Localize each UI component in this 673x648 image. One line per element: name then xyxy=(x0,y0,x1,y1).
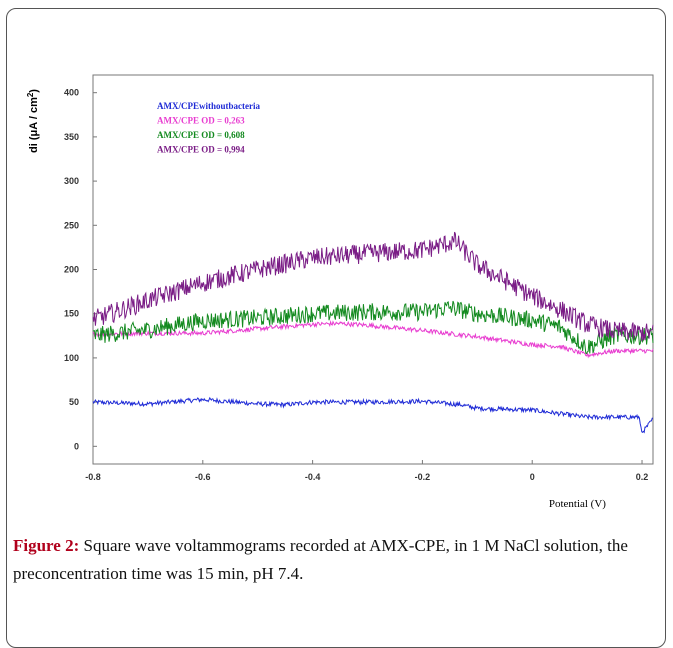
y-axis-title-part2: A / cm xyxy=(28,97,40,130)
caption-text: Square wave voltammograms recorded at AM… xyxy=(13,536,628,583)
series-line-3 xyxy=(93,300,654,355)
y-tick-label: 250 xyxy=(64,220,79,230)
x-tick-label: -0.2 xyxy=(415,472,431,482)
x-tick-label: -0.6 xyxy=(195,472,211,482)
y-axis-ticks: 0 50 100 150 200 250 300 350 400 xyxy=(64,88,97,451)
legend-entry-2: AMX/CPE OD = 0,263 xyxy=(157,116,245,126)
y-tick-label: 400 xyxy=(64,88,79,98)
y-tick-label: 0 xyxy=(74,441,79,451)
caption-label: Figure 2: xyxy=(13,536,80,555)
legend-entry-4: AMX/CPE OD = 0,994 xyxy=(157,145,245,155)
y-axis-title-mu: μ xyxy=(28,130,40,137)
legend-entry-1: AMX/CPEwithoutbacteria xyxy=(157,101,260,111)
y-axis-title-part1: di ( xyxy=(28,136,40,153)
figure-caption: Figure 2: Square wave voltammograms reco… xyxy=(13,532,663,588)
series-line-1 xyxy=(92,396,654,434)
y-tick-label: 100 xyxy=(64,353,79,363)
y-tick-label: 50 xyxy=(69,397,79,407)
y-axis-title: di (μA / cm2) xyxy=(26,89,40,153)
series-line-4 xyxy=(92,231,654,342)
series-layer xyxy=(92,231,654,434)
y-tick-label: 150 xyxy=(64,309,79,319)
figure-frame: 0 50 100 150 200 250 300 350 400 -0.8 -0.6 -0.4 -0.… xyxy=(6,8,666,648)
legend: AMX/CPEwithoutbacteria AMX/CPE OD = 0,263… xyxy=(157,101,260,155)
y-axis-title-close: ) xyxy=(28,89,40,93)
series-line-2 xyxy=(92,319,654,359)
y-tick-label: 300 xyxy=(64,176,79,186)
x-tick-label: 0.2 xyxy=(636,472,649,482)
x-axis-ticks: -0.8 -0.6 -0.4 -0.2 0 0.2 xyxy=(85,460,648,482)
x-tick-label: -0.4 xyxy=(305,472,321,482)
x-tick-label: -0.8 xyxy=(85,472,101,482)
legend-entry-3: AMX/CPE OD = 0,608 xyxy=(157,130,245,140)
y-axis-title-exponent: 2 xyxy=(26,92,35,97)
x-axis-title: Potential (V) xyxy=(549,498,606,510)
y-tick-label: 350 xyxy=(64,132,79,142)
y-tick-label: 200 xyxy=(64,265,79,275)
x-tick-label: 0 xyxy=(530,472,535,482)
